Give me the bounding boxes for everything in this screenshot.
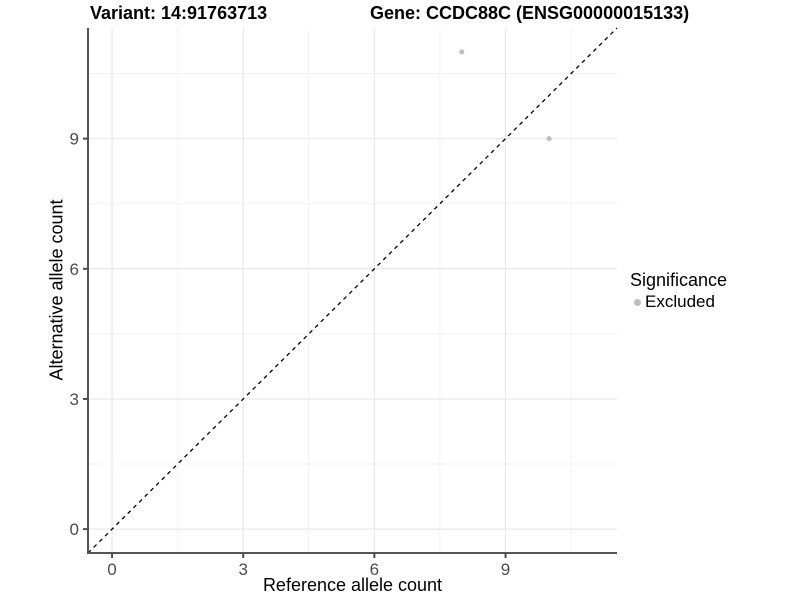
data-point-excluded-8-11 bbox=[459, 49, 465, 55]
y-tick-label-3: 3 bbox=[70, 390, 79, 409]
x-tick-label-9: 9 bbox=[501, 560, 510, 579]
y-tick-label-0: 0 bbox=[70, 520, 79, 539]
x-tick-label-0: 0 bbox=[107, 560, 116, 579]
legend-item-label: Excluded bbox=[645, 292, 715, 311]
x-tick-label-6: 6 bbox=[370, 560, 379, 579]
plot-title-variant: Variant: 14:91763713 bbox=[90, 3, 268, 23]
legend: Significance Excluded bbox=[630, 270, 727, 312]
x-tick-label-3: 3 bbox=[238, 560, 247, 579]
y-axis-title: Alternative allele count bbox=[46, 199, 67, 381]
legend-title: Significance bbox=[630, 270, 728, 290]
x-axis-title: Reference allele count bbox=[262, 575, 443, 595]
y-tick-label-6: 6 bbox=[70, 260, 79, 279]
legend-item-excluded: Excluded bbox=[630, 292, 727, 312]
y-tick-label-9: 9 bbox=[70, 130, 79, 149]
data-point-excluded-10-9 bbox=[546, 136, 552, 142]
excluded-point-icon bbox=[634, 298, 641, 306]
identity-line bbox=[87, 27, 618, 554]
plot-title-gene: Gene: CCDC88C (ENSG00000015133) bbox=[370, 3, 690, 23]
